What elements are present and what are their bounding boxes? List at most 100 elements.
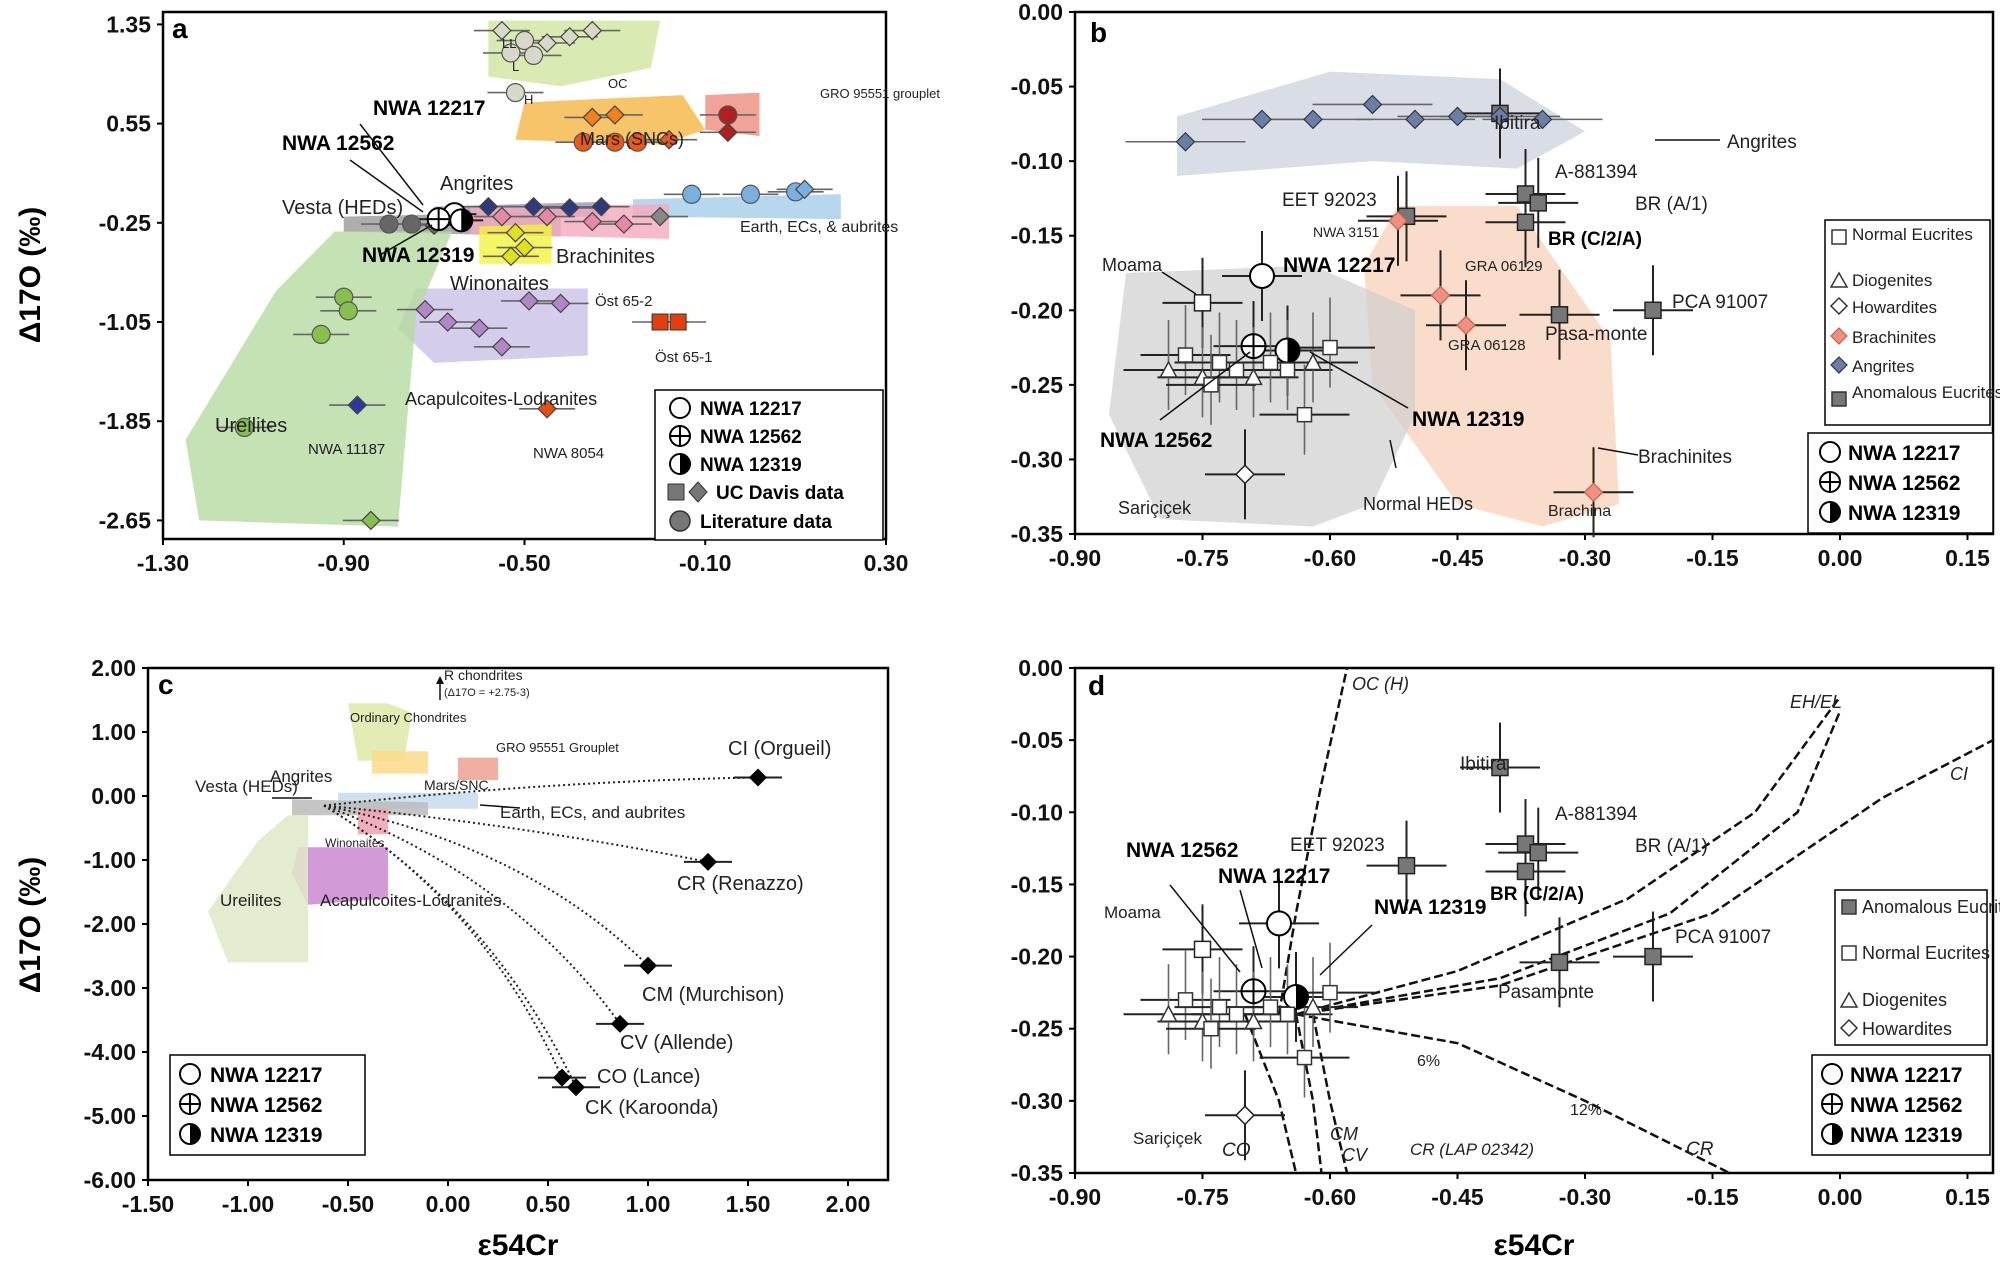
ytick-label: -5.00 — [84, 1103, 136, 1129]
label-a-nwa12562: NWA 12562 — [282, 132, 394, 155]
literature-marker — [740, 184, 761, 204]
label-a-ureilites: Ureilites — [215, 415, 287, 437]
panel-d-legend: Anomalous Eucrites Normal Eucrites Dioge… — [1834, 889, 2000, 1046]
ucdavis-marker — [559, 198, 580, 218]
label-a-oc: OC — [608, 76, 628, 91]
label-a-winonaites: Winonaites — [450, 273, 549, 295]
label-c-angrites: Angrites — [270, 767, 332, 786]
chondrite-marker — [639, 956, 657, 975]
label-c-rchond: R chondrites — [444, 667, 523, 683]
xtick-label: 0.15 — [1945, 545, 1990, 571]
label-d-oc: OC (H) — [1352, 674, 1409, 694]
point-sari-i-ek — [1234, 1105, 1256, 1126]
xtick-label: -0.90 — [1049, 545, 1101, 571]
chondrite-marker — [699, 852, 717, 871]
ucdavis-marker — [469, 318, 490, 339]
panel-b-letter: b — [1090, 17, 1107, 48]
label-d-eet: EET 92023 — [1290, 835, 1385, 856]
angrite-marker — [1175, 131, 1196, 152]
mixing-line — [323, 804, 709, 863]
eucrite-marker — [1177, 347, 1194, 363]
eucrite-marker — [1228, 1006, 1245, 1023]
ucdavis-marker — [717, 122, 738, 143]
ucdavis-marker — [514, 237, 535, 258]
mixing-line — [323, 804, 577, 1088]
label-b-nwa12217: NWA 12217 — [1283, 254, 1395, 277]
xtick-label: -0.60 — [1304, 1184, 1356, 1210]
curve-cm — [1294, 1014, 1323, 1174]
xtick-label: 1.50 — [726, 1191, 771, 1217]
mixing-line — [323, 804, 563, 1079]
point-gra-06129 — [1430, 285, 1451, 306]
ucdavis-marker — [501, 246, 521, 267]
label-b-moama: Moama — [1102, 255, 1163, 275]
literature-marker — [234, 417, 254, 437]
region-gro-c — [458, 757, 498, 780]
panel-b-legend: Normal Eucrites Diogenites Howardites Br… — [1824, 219, 2000, 426]
label-a-earth: Earth, ECs, & aubrites — [740, 219, 898, 236]
literature-marker — [501, 43, 521, 63]
panel-a-ylabel: Δ17O (‰) — [14, 207, 47, 344]
label-a-nwa8054: NWA 8054 — [533, 445, 604, 462]
ytick-label: -1.85 — [99, 408, 152, 434]
label-d-saricicek: Sariçiçek — [1133, 1129, 1202, 1148]
label-c-rchond2: (Δ17O = +2.75-3) — [444, 687, 530, 699]
ytick-label: -4.00 — [84, 1039, 136, 1065]
point-br-c-2-a- — [1516, 213, 1535, 232]
label-b-a881394: A-881394 — [1555, 162, 1638, 183]
angrite-marker — [1252, 109, 1272, 130]
ucdavis-marker — [478, 196, 499, 217]
eucrite-marker — [1203, 377, 1219, 393]
mixing-line — [323, 776, 759, 807]
ytick-label: -0.30 — [1011, 446, 1063, 472]
label-c-gro: GRO 95551 Grouplet — [496, 740, 619, 755]
legend-b2-0: NWA 12217 — [1848, 442, 1960, 465]
xtick-label: 2.00 — [826, 1191, 871, 1217]
ucdavis-marker — [582, 20, 603, 41]
panel-a-labels: NWA 12217 NWA 12562 NWA 12319 Angrites V… — [215, 36, 940, 462]
xtick-label: -0.45 — [1431, 1184, 1484, 1210]
label-d-cm: CM — [1330, 1124, 1358, 1144]
ucdavis-marker — [605, 105, 625, 125]
label-a-ost651: Öst 65-1 — [655, 348, 713, 366]
panel-c-legend: NWA 12217 NWA 12562 NWA 12319 — [169, 1054, 366, 1156]
label-b-nwa3151: NWA 3151 — [1313, 224, 1380, 240]
ucdavis-marker — [794, 179, 815, 200]
label-d-nwa12217: NWA 12217 — [1218, 865, 1330, 888]
xtick-label: -0.10 — [679, 550, 731, 576]
ucdavis-marker — [537, 33, 557, 53]
legend-d-3: Howardites — [1862, 1019, 1952, 1039]
region-mars-c — [372, 751, 428, 774]
region-vesta-c — [292, 799, 428, 816]
ytick-label: -2.00 — [84, 911, 136, 937]
region-brachinites-b — [1364, 205, 1619, 527]
ytick-label: -0.15 — [1011, 871, 1064, 897]
legend-b2-2: NWA 12319 — [1848, 502, 1960, 525]
panel-b-legend2: NWA 12217 NWA 12562 NWA 12319 — [1807, 432, 1994, 534]
xtick-label: -0.60 — [1304, 545, 1356, 571]
ytick-label: 0.00 — [91, 783, 136, 809]
legend-a-2: NWA 12319 — [700, 455, 802, 476]
diogenite-marker — [1303, 997, 1323, 1015]
label-c-co: CO (Lance) — [597, 1066, 700, 1088]
legend-b-2: Howardites — [1852, 298, 1937, 317]
panel-b-labels: Ibitira Angrites A-881394 BR (A/1) BR (C… — [1100, 113, 1797, 520]
angrite-marker — [1447, 106, 1468, 127]
ytick-label: 0.55 — [106, 111, 151, 137]
ytick-label: -3.00 — [84, 975, 136, 1001]
xtick-label: -0.90 — [1049, 1184, 1101, 1210]
point-br-c-2-a- — [1516, 862, 1535, 881]
label-c-cv: CV (Allende) — [620, 1032, 733, 1054]
label-b-bra1: BR (A/1) — [1635, 194, 1708, 215]
label-d-cr: CR (LAP 02342) — [1410, 1140, 1534, 1159]
ucdavis-marker — [651, 313, 669, 331]
ucdavis-marker — [650, 206, 670, 227]
point-nwa-12319-half — [1296, 984, 1308, 1009]
ytick-label: 0.00 — [1018, 0, 1063, 25]
region-ureilites — [185, 231, 453, 527]
label-c-acap: Acapulcoites-Lodranites — [320, 891, 501, 910]
label-d-brc2a: BR (C/2/A) — [1490, 884, 1584, 905]
panel-c-xlabel: ε54Cr — [478, 1229, 559, 1262]
ytick-label: 0.00 — [1018, 655, 1063, 681]
diogenite-marker — [1303, 352, 1323, 371]
